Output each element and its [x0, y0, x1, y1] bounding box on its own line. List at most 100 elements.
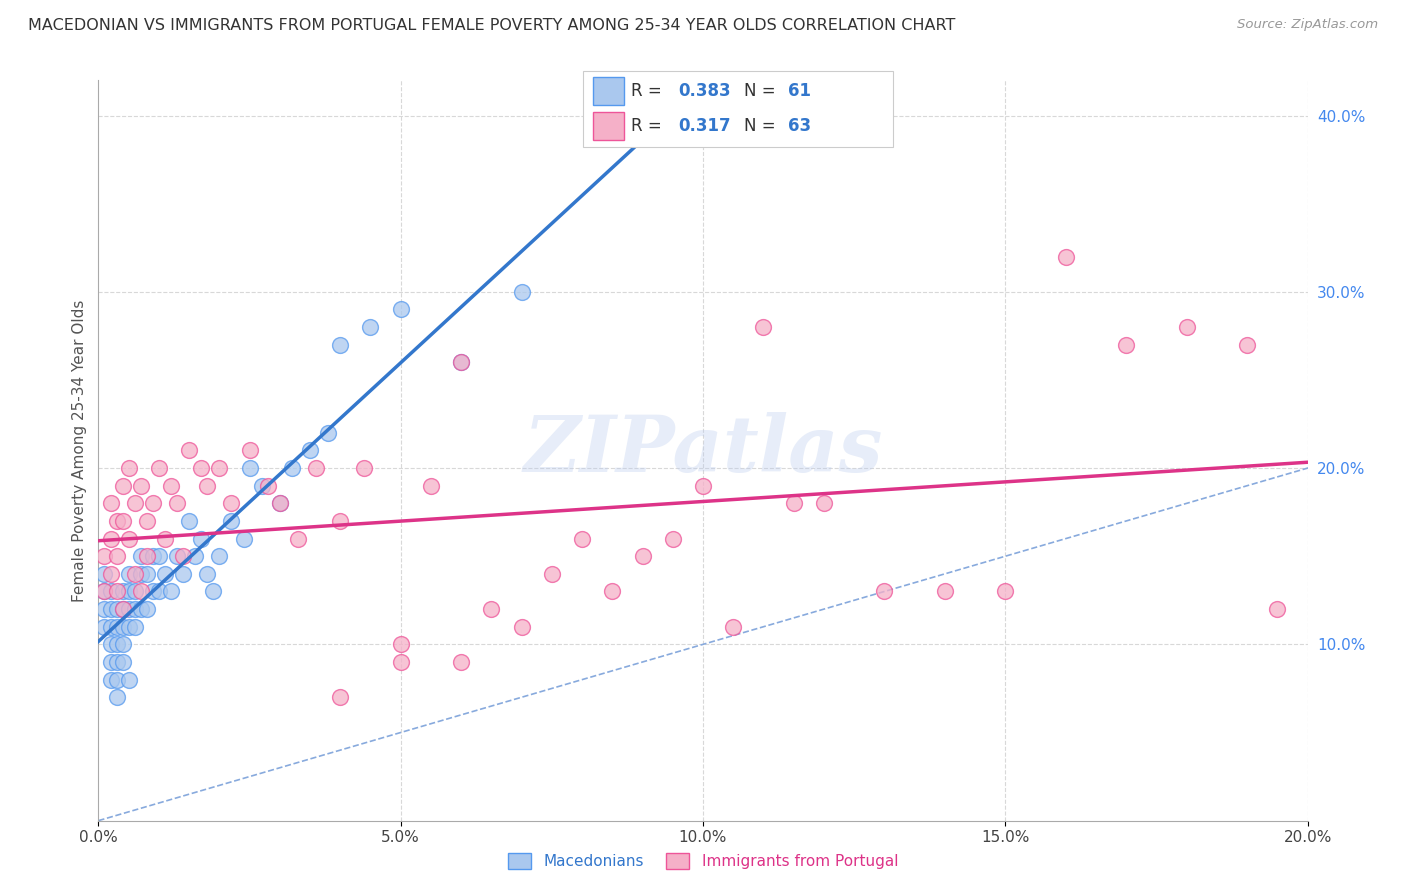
Point: [124, 496, 146, 510]
Point: [208, 461, 231, 475]
Text: 0.383: 0.383: [678, 82, 731, 100]
FancyBboxPatch shape: [583, 71, 893, 147]
Point: [135, 602, 157, 616]
Point: [100, 496, 122, 510]
Point: [166, 549, 188, 564]
Point: [124, 602, 146, 616]
Point: [631, 549, 654, 564]
Point: [124, 620, 146, 634]
Point: [100, 655, 122, 669]
Point: [105, 690, 128, 705]
Point: [93, 620, 115, 634]
Point: [118, 584, 141, 599]
Point: [129, 584, 152, 599]
Point: [111, 637, 134, 651]
Point: [124, 584, 146, 599]
Point: [100, 620, 122, 634]
Point: [389, 302, 412, 317]
Point: [100, 566, 122, 581]
Point: [510, 285, 533, 299]
Point: [305, 461, 328, 475]
Point: [135, 514, 157, 528]
Point: [723, 620, 745, 634]
Point: [93, 584, 115, 599]
Point: [111, 602, 134, 616]
Point: [316, 425, 339, 440]
Point: [450, 355, 472, 369]
Point: [510, 620, 533, 634]
Point: [873, 584, 896, 599]
Point: [269, 496, 291, 510]
Text: R =: R =: [631, 82, 668, 100]
Point: [190, 532, 212, 546]
Point: [202, 584, 225, 599]
Point: [142, 584, 165, 599]
Point: [105, 655, 128, 669]
Point: [1175, 320, 1198, 334]
Point: [142, 496, 165, 510]
Point: [195, 479, 218, 493]
Point: [360, 320, 382, 334]
Point: [179, 514, 201, 528]
Point: [148, 461, 170, 475]
Point: [142, 549, 165, 564]
Point: [135, 566, 157, 581]
Text: N =: N =: [744, 82, 782, 100]
Point: [389, 655, 412, 669]
Point: [111, 602, 134, 616]
Point: [661, 532, 683, 546]
Y-axis label: Female Poverty Among 25-34 Year Olds: Female Poverty Among 25-34 Year Olds: [72, 300, 87, 601]
Point: [221, 514, 243, 528]
Point: [166, 496, 188, 510]
Point: [111, 479, 134, 493]
Point: [329, 690, 352, 705]
Point: [105, 602, 128, 616]
Point: [420, 479, 443, 493]
Text: R =: R =: [631, 117, 668, 135]
Point: [540, 566, 562, 581]
Point: [135, 549, 157, 564]
Point: [105, 549, 128, 564]
Point: [232, 532, 254, 546]
Point: [1267, 602, 1289, 616]
Point: [1054, 250, 1077, 264]
Text: N =: N =: [744, 117, 782, 135]
Point: [934, 584, 956, 599]
Point: [105, 584, 128, 599]
Legend: Macedonians, Immigrants from Portugal: Macedonians, Immigrants from Portugal: [502, 847, 904, 875]
Point: [93, 549, 115, 564]
Point: [111, 620, 134, 634]
Point: [450, 355, 472, 369]
Point: [179, 443, 201, 458]
Point: [118, 532, 141, 546]
Point: [994, 584, 1017, 599]
Point: [129, 602, 152, 616]
Point: [105, 620, 128, 634]
Point: [783, 496, 806, 510]
Point: [93, 584, 115, 599]
Point: [208, 549, 231, 564]
Point: [153, 532, 176, 546]
Point: [602, 584, 624, 599]
Point: [129, 479, 152, 493]
Point: [148, 549, 170, 564]
Point: [239, 461, 262, 475]
Text: MACEDONIAN VS IMMIGRANTS FROM PORTUGAL FEMALE POVERTY AMONG 25-34 YEAR OLDS CORR: MACEDONIAN VS IMMIGRANTS FROM PORTUGAL F…: [28, 18, 956, 33]
Point: [118, 673, 141, 687]
Point: [190, 461, 212, 475]
Text: ZIPatlas: ZIPatlas: [523, 412, 883, 489]
Point: [353, 461, 375, 475]
Point: [692, 479, 714, 493]
Point: [239, 443, 262, 458]
Point: [269, 496, 291, 510]
Point: [160, 584, 183, 599]
Point: [100, 602, 122, 616]
Point: [281, 461, 304, 475]
Point: [287, 532, 309, 546]
Point: [389, 637, 412, 651]
Point: [129, 566, 152, 581]
Point: [160, 479, 183, 493]
Point: [813, 496, 835, 510]
Point: [100, 673, 122, 687]
Point: [571, 532, 593, 546]
